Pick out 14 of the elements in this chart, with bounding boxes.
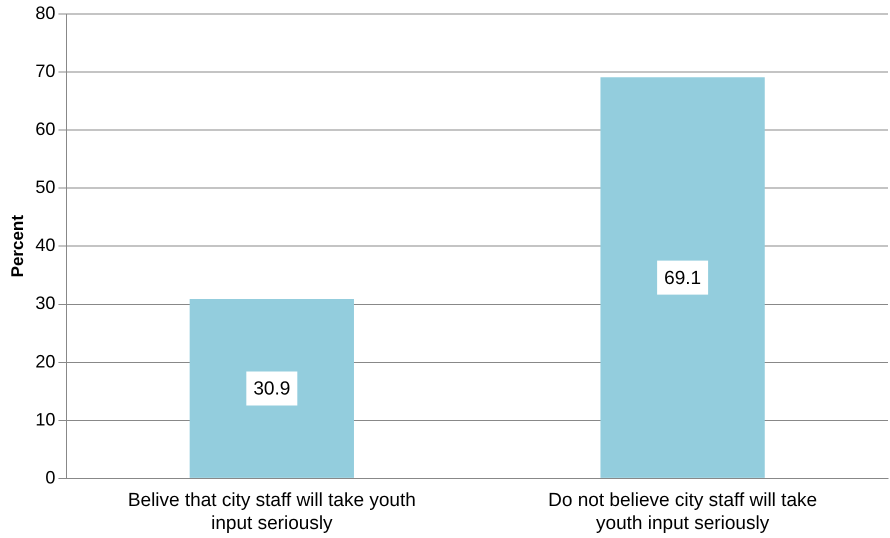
y-tick-label: 40 [35, 235, 56, 256]
y-tick-label: 10 [35, 409, 56, 430]
data-label: 30.9 [253, 378, 290, 400]
y-tick-label: 50 [35, 177, 56, 198]
y-tick-label: 20 [35, 351, 56, 372]
y-axis-title: Percent [8, 214, 27, 278]
y-tick-label: 70 [35, 61, 56, 82]
x-tick-label: Do not believe city staff will take youth input seriously [548, 490, 818, 534]
data-label: 69.1 [664, 268, 702, 289]
x-tick-label: Belive that city staff will take youth input seriously [128, 490, 416, 534]
y-tick-label: 60 [35, 119, 56, 140]
y-tick-label: 0 [45, 467, 56, 488]
y-tick-label: 80 [35, 2, 56, 23]
y-tick-label: 30 [35, 293, 56, 314]
